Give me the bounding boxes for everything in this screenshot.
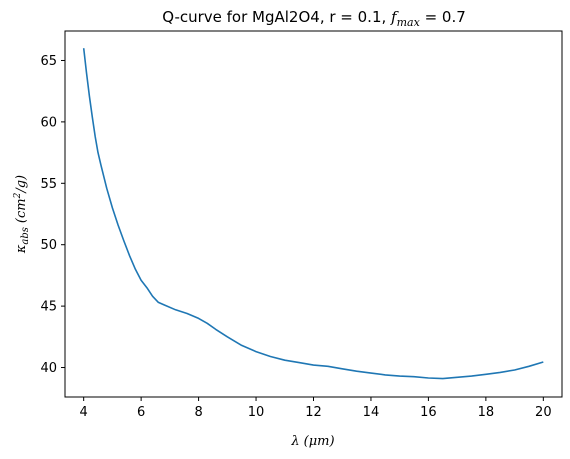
y-axis-title-unit-suffix: /g) xyxy=(14,175,29,195)
x-tick-label: 10 xyxy=(248,405,265,420)
axes-frame xyxy=(64,30,563,398)
y-tick-label: 40 xyxy=(40,361,57,376)
x-tick-label: 14 xyxy=(363,405,380,420)
x-tick-label: 8 xyxy=(194,405,202,420)
x-tick-label: 12 xyxy=(305,405,322,420)
chart-title: Q-curve for MgAl2O4, r = 0.1, fmax = 0.7 xyxy=(162,8,466,29)
x-tick-label: 6 xyxy=(137,405,145,420)
y-tick-label: 65 xyxy=(40,54,57,69)
y-axis-title-sub: abs xyxy=(20,227,31,245)
x-tick-label: 4 xyxy=(80,405,88,420)
x-axis-title-unit: (μm) xyxy=(304,434,335,449)
chart-title-suffix: = 0.7 xyxy=(420,8,466,26)
plot-area xyxy=(82,48,544,380)
chart-title-prefix: Q-curve for MgAl2O4, r = 0.1, xyxy=(162,8,391,26)
x-axis-title: λ (μm) xyxy=(290,434,334,449)
y-axis-title-symbol: κ xyxy=(14,244,29,254)
y-axis-title: κabs (cm2/g) xyxy=(13,175,31,254)
x-tick-label: 16 xyxy=(420,405,437,420)
series-line xyxy=(82,48,544,380)
chart-title-fmax-symbol: f xyxy=(390,8,399,26)
y-tick-label: 60 xyxy=(40,115,57,130)
y-axis-title-unit-sup: 2 xyxy=(13,192,23,199)
y-tick-label: 45 xyxy=(40,300,57,315)
x-tick-label: 20 xyxy=(535,405,552,420)
y-tick-label: 55 xyxy=(40,177,57,192)
x-axis-title-symbol: λ xyxy=(290,434,299,449)
y-tick-label: 50 xyxy=(40,238,57,253)
y-axis-title-unit-prefix: (cm xyxy=(14,198,29,223)
chart-title-fmax-sub: max xyxy=(397,16,421,29)
x-tick-label: 18 xyxy=(478,405,495,420)
